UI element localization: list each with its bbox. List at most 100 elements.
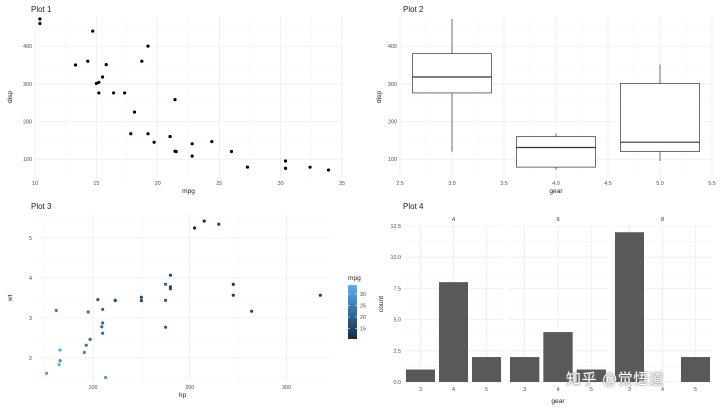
x-tick-label: 100 (89, 385, 98, 391)
data-point (58, 359, 62, 363)
data-point (173, 98, 177, 102)
y-tick-label: 300 (388, 82, 397, 88)
legend-tick-label: 25 (360, 303, 366, 309)
x-tick-label: 3.5 (500, 181, 508, 187)
x-tick-label: 4 (452, 387, 455, 393)
box (412, 53, 492, 94)
x-tick-label: 20 (155, 181, 161, 187)
legend-tick-label: 30 (360, 292, 366, 298)
data-point (86, 59, 90, 63)
x-axis-label: gear (551, 398, 565, 405)
x-axis-label: hp (179, 392, 187, 399)
y-tick-label: 100 (23, 157, 32, 163)
bar (576, 369, 606, 382)
data-point (101, 307, 105, 311)
data-point (146, 44, 150, 48)
x-tick-label: 3 (523, 387, 526, 393)
legend-tick-label: 20 (360, 315, 366, 321)
data-point (86, 310, 90, 314)
facet-strip-label: 6 (556, 217, 559, 223)
box (516, 136, 596, 168)
x-axis-label: mpg (182, 188, 195, 195)
data-point (113, 298, 117, 302)
data-point (318, 293, 322, 297)
data-point (104, 63, 108, 67)
panel-title: Plot 2 (403, 5, 424, 14)
data-point (190, 154, 194, 158)
data-point (173, 149, 177, 153)
x-tick-label: 3 (419, 387, 422, 393)
y-tick-label: 7.5 (394, 286, 402, 292)
bar (680, 357, 711, 382)
y-tick-label: 100 (388, 157, 397, 163)
x-tick-label: 4 (661, 387, 664, 393)
y-tick-label: 400 (388, 44, 397, 50)
x-tick-label: 30 (278, 181, 284, 187)
data-point (217, 222, 221, 226)
x-tick-label: 5 (694, 387, 697, 393)
x-tick-label: 2.5 (396, 181, 404, 187)
data-point (192, 226, 197, 230)
data-point (202, 219, 206, 223)
x-tick-label: 5.0 (656, 181, 664, 187)
bar (614, 232, 645, 382)
facet-strip-label: 8 (661, 217, 664, 223)
panel-plot2: 2.5 3.0 3.5 4.0 4.5 5.0 5.5 100 200 300 400 Plot 2 g… (376, 5, 716, 195)
y-tick-label: 300 (23, 82, 32, 88)
panel-plot3: 100 200 300 2 3 4 5 Plot 3 hp wt (7, 202, 330, 399)
x-tick-label: 3 (628, 387, 631, 393)
bar (471, 357, 502, 382)
x-tick-label: 15 (93, 181, 99, 187)
x-tick-label: 4.0 (552, 181, 560, 187)
data-point (100, 325, 104, 329)
data-point (245, 165, 250, 169)
panel-title: Plot 3 (31, 202, 52, 211)
y-tick-label: 400 (23, 44, 32, 50)
data-point (129, 132, 133, 136)
legend: mpg 15 20 25 30 (348, 275, 366, 339)
y-axis-label: wt (7, 295, 14, 303)
x-tick-label: 10 (32, 181, 38, 187)
y-tick-label: 12.5 (391, 224, 402, 230)
data-point (140, 59, 144, 63)
y-axis-label: disp (376, 91, 383, 103)
legend-tick-label: 15 (360, 326, 366, 332)
data-point (97, 80, 101, 84)
data-point (132, 110, 137, 114)
y-axis-label: count (378, 296, 385, 312)
facet-strip-label: 4 (452, 217, 455, 223)
data-point (210, 139, 214, 144)
x-tick-label: 3.0 (448, 181, 456, 187)
data-point (163, 298, 168, 302)
y-tick-label: 2.5 (394, 349, 402, 355)
facet-8: 8 3 4 5 (613, 217, 712, 393)
data-point (111, 91, 116, 95)
panel-title: Plot 4 (403, 202, 424, 211)
data-point (38, 21, 42, 26)
data-point (101, 331, 105, 335)
bar (438, 282, 469, 382)
data-point (283, 166, 288, 170)
watermark: 知乎 @觉悟道 (566, 370, 665, 388)
y-tick-label: 200 (388, 119, 397, 125)
x-tick-label: 5.5 (708, 181, 716, 187)
y-tick-label: 10.0 (391, 255, 402, 261)
data-point (326, 168, 331, 172)
data-point (152, 140, 156, 144)
bar (510, 357, 540, 382)
box (620, 83, 700, 152)
y-tick-label: 4 (29, 276, 32, 282)
data-point (91, 29, 95, 33)
data-point (168, 134, 172, 139)
legend-colorbar (348, 285, 357, 339)
data-point (123, 91, 127, 95)
x-tick-label: 5 (590, 387, 593, 393)
data-point (84, 343, 88, 347)
data-point (101, 321, 105, 325)
legend-title: mpg (348, 275, 361, 282)
data-point (163, 282, 168, 286)
data-point (45, 371, 49, 375)
data-point (190, 142, 194, 146)
